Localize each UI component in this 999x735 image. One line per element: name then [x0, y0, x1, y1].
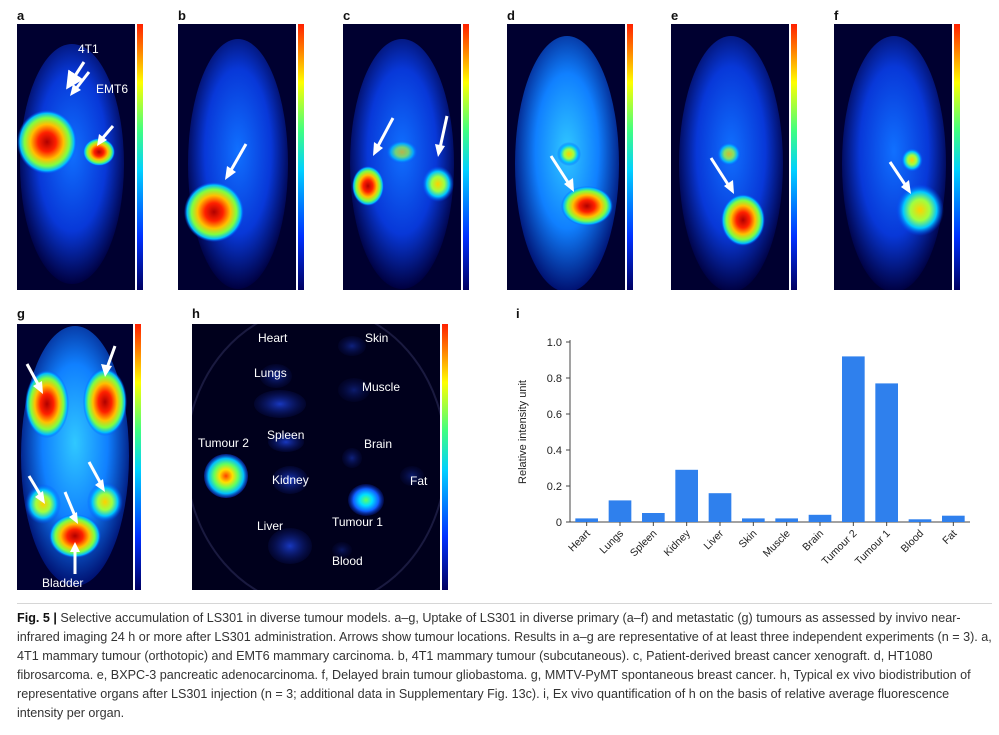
mouse-image-e	[671, 24, 789, 290]
mouse-image-a	[17, 24, 135, 290]
bar-skin	[742, 518, 765, 522]
figure-caption: Fig. 5 | Selective accumulation of LS301…	[17, 609, 992, 724]
y-tick-label: 0.4	[547, 445, 562, 457]
panel-letter-d: d	[507, 8, 515, 23]
colorbar-e	[791, 24, 797, 290]
bar-kidney	[675, 469, 698, 522]
panel-letter-i: i	[516, 306, 520, 321]
colorbar-a	[137, 24, 143, 290]
label-bladder: Bladder	[42, 576, 84, 590]
bar-blood	[908, 519, 932, 522]
bar-heart	[575, 518, 598, 522]
colorbar-c	[463, 24, 469, 290]
organ-label-tumour1: Tumour 1	[332, 515, 383, 529]
x-tick-label: Kidney	[662, 527, 694, 559]
x-tick-label: Muscle	[761, 528, 793, 560]
panel-letter-g: g	[17, 306, 25, 321]
label-4t1: 4T1	[78, 42, 99, 56]
colorbar-f	[954, 24, 960, 290]
x-tick-label: Tumour 2	[819, 528, 859, 568]
organ-label-muscle: Muscle	[362, 380, 401, 394]
bar-lungs	[608, 500, 632, 522]
x-tick-label: Skin	[737, 528, 760, 551]
y-tick-label: 1.0	[547, 337, 562, 349]
bar-muscle	[775, 518, 798, 522]
y-tick-label: 0.6	[547, 409, 562, 421]
organ-label-spleen: Spleen	[267, 428, 305, 442]
colorbar-h	[442, 324, 448, 590]
x-tick-label: Fat	[940, 528, 959, 547]
bar-tumour-1	[875, 383, 898, 522]
x-tick-label: Tumour 1	[853, 528, 893, 568]
x-tick-label: Spleen	[628, 528, 660, 560]
caption-text: Selective accumulation of LS301 in diver…	[17, 611, 992, 721]
x-tick-label: Blood	[899, 528, 927, 556]
mouse-image-f	[834, 24, 952, 290]
mouse-image-b	[178, 24, 296, 290]
y-axis-label: Relative intensity unit	[517, 380, 529, 484]
panel-letter-a: a	[17, 8, 25, 23]
organ-label-liver: Liver	[257, 519, 284, 533]
organ-label-brain: Brain	[364, 437, 393, 451]
caption-divider	[17, 603, 992, 604]
x-tick-label: Brain	[800, 528, 826, 554]
bar-chart: 0 0.2 0.4 0.6 0.8 1.0 Heart Lungs Spleen Kidney Li…	[517, 337, 970, 568]
colorbar-g	[135, 324, 141, 590]
x-tick-label: Lungs	[597, 528, 626, 557]
panel-letter-e: e	[671, 8, 679, 23]
colorbar-d	[627, 24, 633, 290]
x-tick-label: Liver	[702, 527, 727, 552]
y-tick-label: 0.2	[547, 481, 562, 493]
caption-fig-label: Fig. 5 |	[17, 611, 57, 625]
y-tick-label: 0.8	[547, 373, 562, 385]
mouse-image-g	[17, 324, 133, 590]
organ-label-skin: Skin	[365, 331, 389, 345]
bar-tumour-2	[842, 356, 865, 522]
panel-letter-b: b	[178, 8, 186, 23]
panel-letter-f: f	[834, 8, 839, 23]
bar-spleen	[642, 513, 665, 522]
bar-brain	[808, 514, 832, 522]
organ-label-kidney: Kidney	[272, 473, 309, 487]
y-tick-label: 0	[556, 517, 562, 529]
organ-label-blood: Blood	[332, 554, 363, 568]
bar-fat	[942, 515, 965, 522]
organ-label-heart: Heart	[258, 331, 288, 345]
organ-label-lungs: Lungs	[254, 366, 287, 380]
panel-letter-c: c	[343, 8, 351, 23]
mouse-image-d	[507, 24, 625, 290]
colorbar-b	[298, 24, 304, 290]
bar-liver	[708, 493, 732, 522]
organ-label-tumour2: Tumour 2	[198, 436, 249, 450]
panel-letter-h: h	[192, 306, 200, 321]
mouse-image-c	[343, 24, 461, 290]
x-tick-label: Heart	[566, 528, 593, 555]
label-emt6: EMT6	[96, 82, 129, 96]
organ-image-h	[192, 324, 440, 590]
organ-label-fat: Fat	[410, 474, 428, 488]
